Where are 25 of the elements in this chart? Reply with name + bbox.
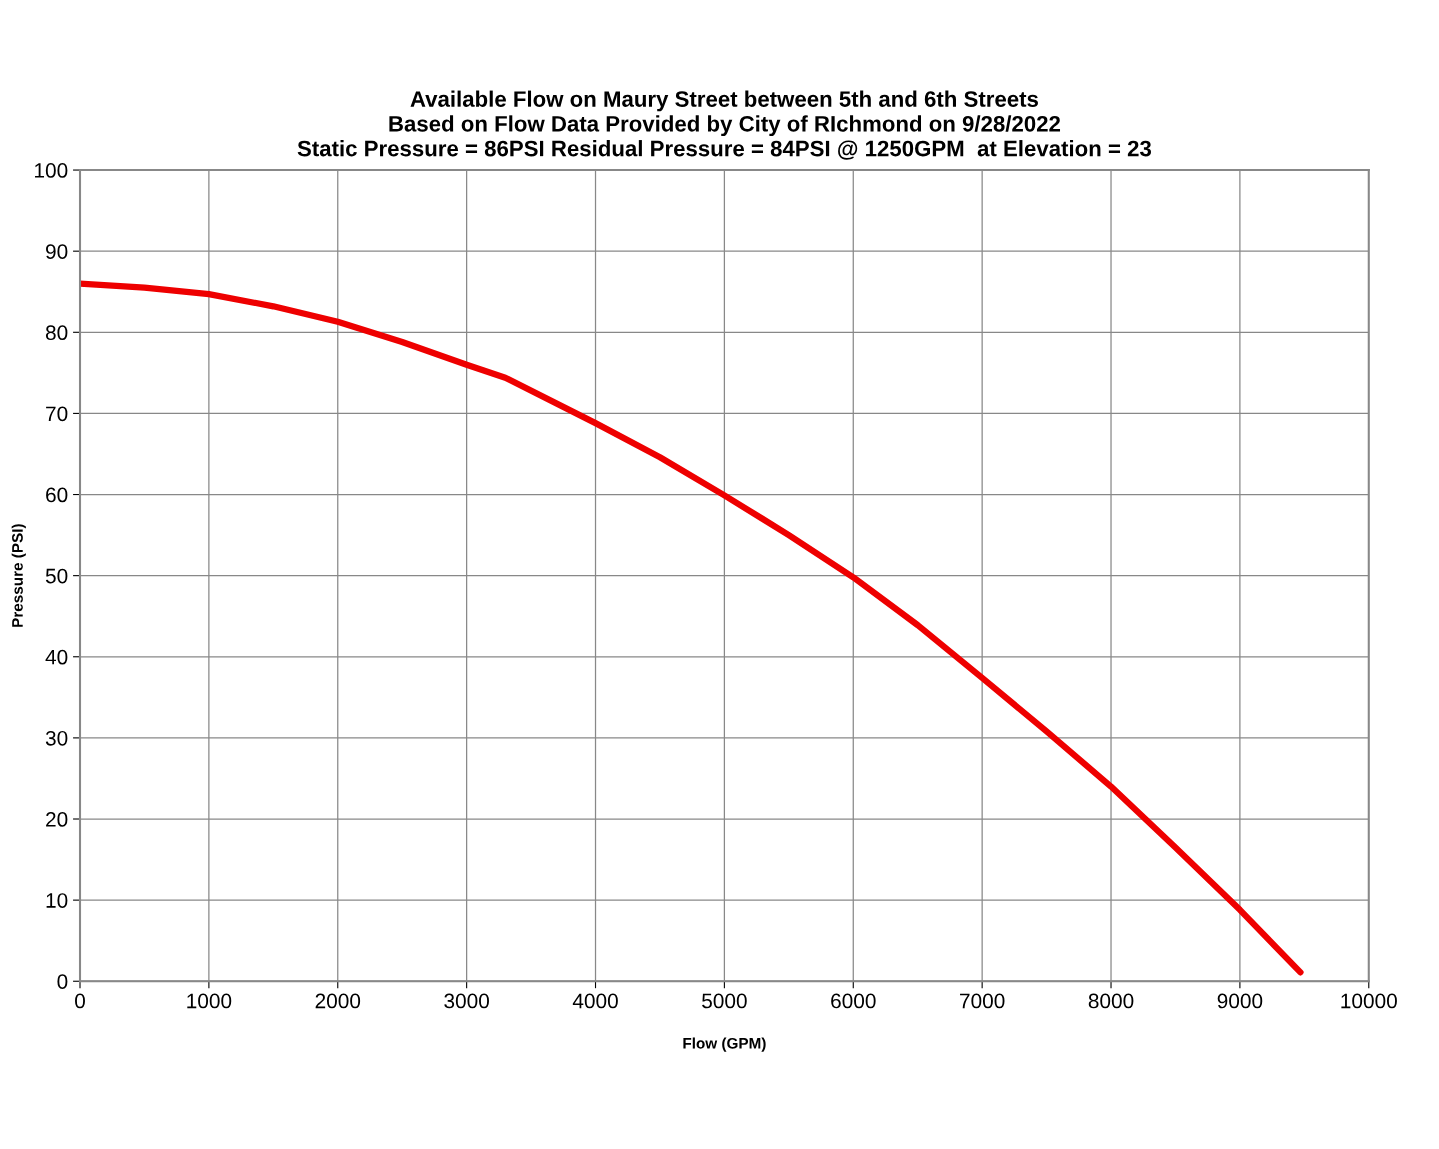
y-tick-label: 20 (46, 812, 68, 827)
x-tick-label: 1000 (187, 993, 232, 1009)
x-tick-label: 5000 (702, 993, 747, 1009)
y-tick-label: 70 (46, 406, 68, 422)
x-tick-label: 10000 (1341, 993, 1397, 1009)
y-tick-label: 60 (46, 487, 68, 503)
y-tick-label: 80 (45, 325, 68, 341)
x-axis-title: Flow (GPM) (683, 1037, 766, 1052)
y-tick-label: 40 (45, 649, 68, 665)
x-tick-label: 7000 (960, 993, 1005, 1009)
x-tick-label: 6000 (831, 993, 876, 1009)
x-tick-label: 4000 (572, 993, 618, 1009)
y-tick-label: 0 (57, 974, 68, 989)
x-tick-label: 9000 (1217, 993, 1263, 1009)
x-tick-label: 2000 (315, 993, 361, 1009)
y-tick-label: 100 (35, 163, 68, 178)
x-tick-label: 8000 (1088, 993, 1134, 1009)
y-axis-title: Pressure (PSI) (11, 524, 26, 627)
y-tick-label: 50 (45, 568, 68, 584)
x-tick-label: 0 (75, 993, 85, 1009)
y-tick-label: 10 (46, 893, 68, 908)
x-tick-label: 3000 (444, 993, 489, 1009)
y-tick-label: 30 (45, 730, 68, 746)
chart-title: Available Flow on Maury Street between 5th and 6th Streets Based on Flow Data Provided by City of RIchmond on 9/28/2022 Static Pressure = 86PSI Residual Pressure = 84PSI @ 1250GPM at Elevation = 23 (297, 90, 1152, 160)
y-tick-label: 90 (46, 244, 68, 259)
